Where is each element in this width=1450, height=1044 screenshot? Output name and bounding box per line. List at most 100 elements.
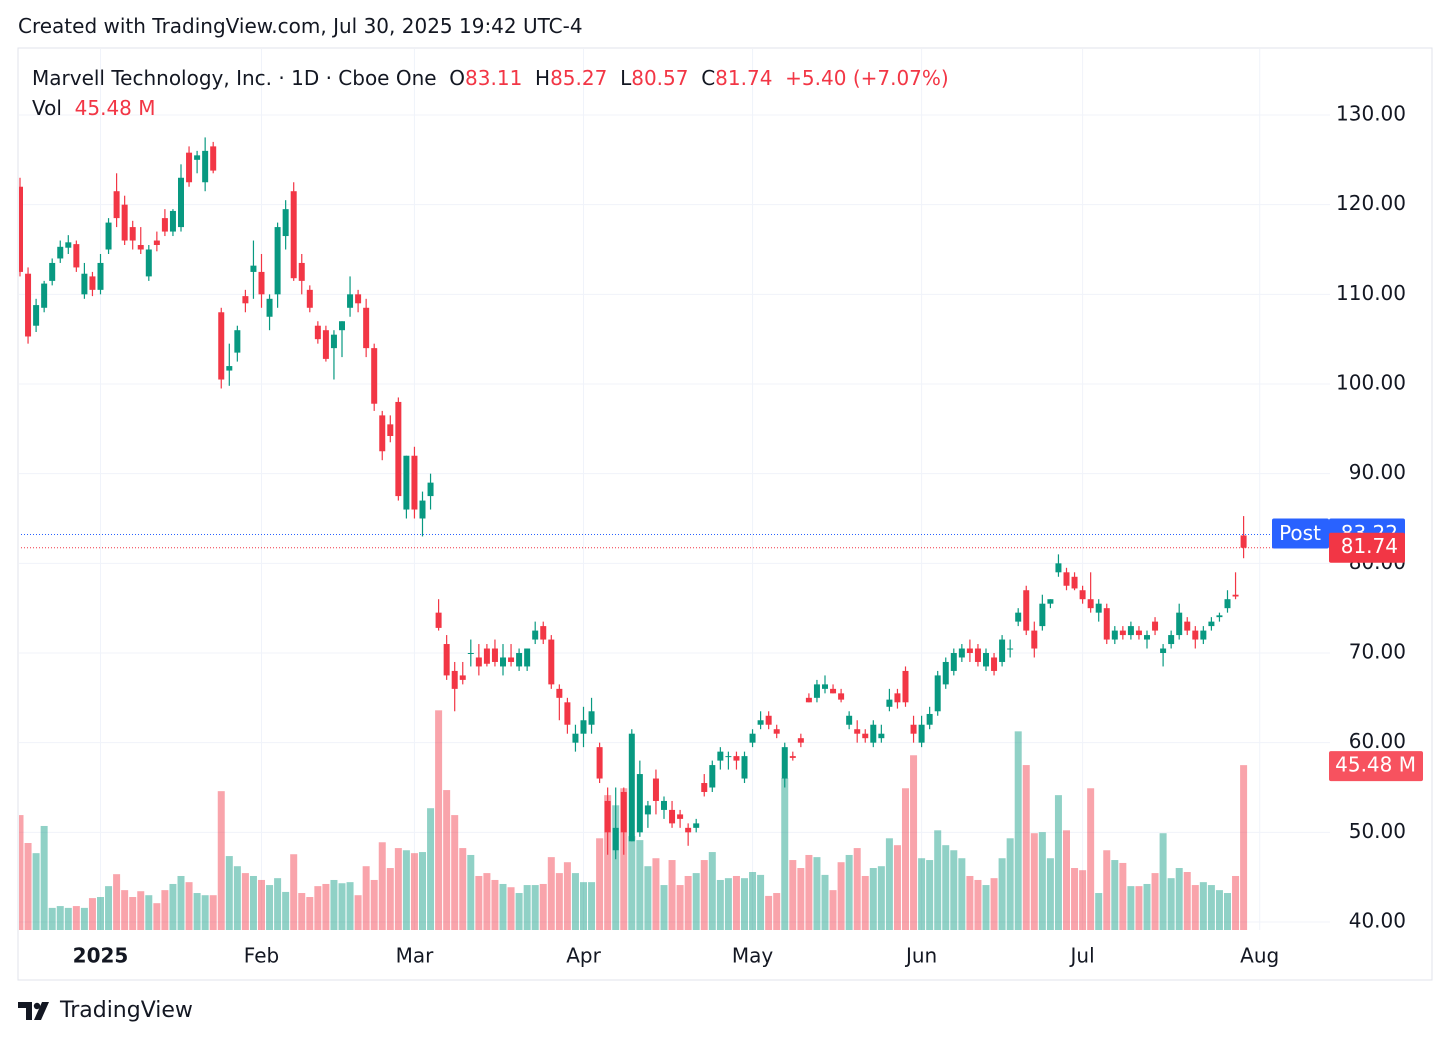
candle-body (1087, 599, 1094, 609)
candle-body (1144, 635, 1150, 640)
candle-body (322, 330, 329, 359)
footer-brand: TradingView (60, 998, 193, 1023)
volume-bar (19, 815, 24, 930)
x-tick-label: Feb (244, 944, 279, 968)
candle-body (1232, 594, 1239, 597)
candle-body (1071, 576, 1078, 589)
volume-bar (1079, 870, 1087, 930)
candle-body (33, 305, 40, 326)
candle-body (194, 155, 201, 160)
candle-body (508, 657, 515, 662)
volume-bar (282, 891, 290, 930)
legend: Marvell Technology, Inc. · 1D · Cboe One… (32, 63, 949, 123)
candle-body (443, 644, 450, 676)
volume-bar (1151, 873, 1159, 930)
candle-body (709, 765, 716, 788)
candle-body (854, 729, 861, 734)
volume-bar (539, 883, 547, 930)
legend-row: Marvell Technology, Inc. · 1D · Cboe One… (32, 63, 949, 93)
candle-body (387, 424, 394, 437)
candle-body (1055, 563, 1062, 573)
volume-bar (555, 873, 563, 930)
x-tick-label: Apr (566, 944, 601, 968)
x-tick-label: 2025 (73, 944, 129, 968)
candle-body (1200, 630, 1207, 640)
vol-value: 45.48 M (74, 96, 156, 120)
candle-body (475, 657, 482, 667)
volume-bar (902, 788, 909, 930)
candle-body (1039, 603, 1046, 627)
volume-bar (161, 890, 169, 930)
candle-body (1095, 603, 1102, 613)
volume-bar (950, 850, 958, 930)
candle-body (991, 657, 998, 671)
volume-bar (1103, 850, 1111, 930)
candle-body (910, 724, 917, 734)
volume-bar (1143, 883, 1151, 930)
volume-bar (24, 843, 32, 930)
top-note: Created with TradingView.com, Jul 30, 20… (18, 14, 583, 38)
candles (19, 137, 1330, 860)
y-tick-label: 70.00 (1349, 640, 1406, 664)
candle-body (1168, 635, 1175, 645)
candle-body (733, 756, 740, 761)
volume-bar (877, 866, 885, 930)
symbol-title: Marvell Technology, Inc. · 1D · Cboe One (32, 66, 437, 90)
volume-bar (1095, 893, 1103, 930)
candle-body (41, 283, 48, 308)
candle-body (65, 242, 72, 248)
candle-body (902, 670, 909, 703)
volume-bar (1087, 788, 1095, 930)
y-tick-label: 60.00 (1349, 729, 1406, 753)
candle-body (234, 330, 241, 353)
volume-bar (563, 862, 571, 930)
volume-bar (97, 897, 104, 930)
x-tick-label: May (732, 944, 774, 968)
candle-body (950, 653, 957, 671)
candle-body (822, 684, 828, 689)
candle-body (1216, 615, 1223, 618)
candle-body (628, 733, 635, 842)
candle-body (491, 648, 498, 662)
candle-body (419, 500, 426, 519)
candle-body (121, 204, 128, 241)
volume-bar (290, 854, 298, 930)
high-label: H (535, 66, 551, 90)
volume-bar (910, 755, 918, 930)
volume-bar (475, 875, 483, 930)
candle-body (612, 827, 619, 851)
last-price: 81.74 (1341, 534, 1398, 558)
last-price-badge (1329, 532, 1405, 563)
volume-bar (314, 886, 322, 930)
candle-body (403, 455, 410, 510)
candle-body (1023, 590, 1030, 631)
candle-body (105, 222, 112, 250)
candle-body (427, 482, 434, 497)
candle-body (669, 809, 676, 824)
candle-body (1152, 621, 1159, 631)
volume-bar (668, 860, 676, 930)
candle-body (1103, 608, 1110, 640)
volume-bar (1038, 832, 1046, 930)
volume-bar (797, 868, 805, 930)
close-label: C (701, 66, 716, 90)
candle-body (685, 827, 692, 833)
volume-bar (1207, 885, 1215, 930)
candle-body (636, 774, 643, 833)
candle-body (339, 321, 345, 331)
volume-bar (330, 879, 338, 930)
volume-bar (676, 885, 684, 930)
candle-body (701, 783, 708, 792)
volume-bar (708, 852, 716, 930)
candle-body (1224, 599, 1231, 609)
volume-bar (274, 878, 282, 930)
candle-body (49, 262, 56, 281)
candle-body (274, 227, 281, 295)
volume-bar (1215, 890, 1223, 930)
y-tick-label: 40.00 (1349, 909, 1406, 933)
volume-bar (499, 883, 507, 930)
volume-bar (145, 895, 153, 930)
volume-bar (724, 878, 732, 930)
axes: 40.0050.0060.0070.0080.0090.00100.00110.… (73, 102, 1423, 968)
candle-body (395, 401, 402, 497)
